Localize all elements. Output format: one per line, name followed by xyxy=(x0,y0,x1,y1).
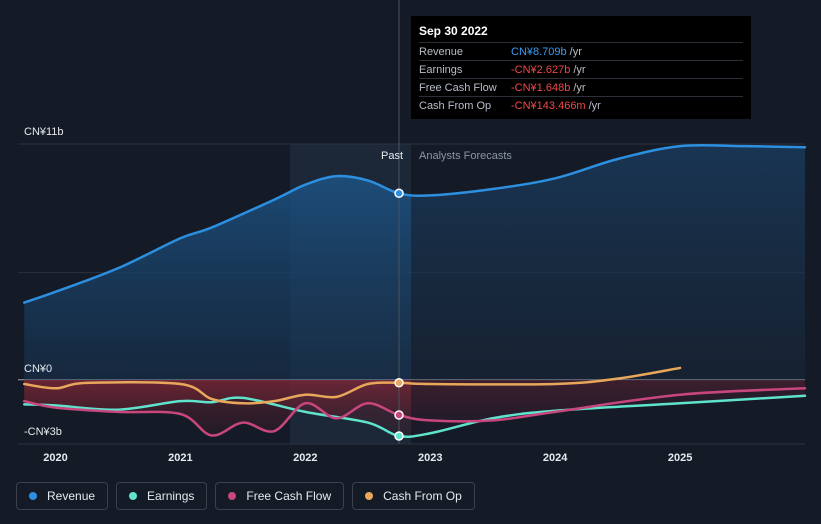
area-fills xyxy=(24,145,805,437)
tooltip-row-value: CN¥8.709b xyxy=(511,45,567,58)
tooltip-row-label: Free Cash Flow xyxy=(419,81,497,94)
revenue-area-past xyxy=(24,176,411,380)
legend-label: Earnings xyxy=(147,489,195,503)
tooltip-row-unit: /yr xyxy=(573,81,586,94)
x-axis-tick-label: 2025 xyxy=(667,452,693,464)
tooltip-row: Free Cash Flow -CN¥1.648b/yr xyxy=(419,78,743,96)
tooltip-row: Cash From Op -CN¥143.466m/yr xyxy=(419,96,743,114)
series-line-cash-from-op xyxy=(22,366,682,405)
negative-area-forecast xyxy=(411,380,805,422)
x-axis-tick-label: 2021 xyxy=(168,452,193,464)
marker-earnings xyxy=(394,431,404,441)
legend-item-earnings[interactable]: Earnings xyxy=(116,482,208,510)
tooltip-row-unit: /yr xyxy=(573,63,586,76)
tooltip-row: Earnings -CN¥2.627b/yr xyxy=(419,60,743,78)
forecast-label: Analysts Forecasts xyxy=(419,150,512,162)
legend-item-cash-from-op[interactable]: Cash From Op xyxy=(352,482,475,510)
x-axis-tick-label: 2020 xyxy=(43,452,68,464)
tooltip: Sep 30 2022 Revenue CN¥8.709b/yr Earnings -… xyxy=(411,16,751,119)
x-axis-tick-label: 2023 xyxy=(417,452,443,464)
legend-dot-icon xyxy=(365,492,374,500)
legend-item-revenue[interactable]: Revenue xyxy=(16,482,109,510)
marker-cash-from-op xyxy=(394,378,404,388)
series-line-earnings xyxy=(22,394,807,439)
x-axis-tick-label: 2024 xyxy=(542,452,568,464)
tooltip-row-label: Cash From Op xyxy=(419,99,492,112)
x-axis-tick-label: 2022 xyxy=(293,452,318,464)
series-markers xyxy=(394,188,404,441)
legend-item-free-cash-flow[interactable]: Free Cash Flow xyxy=(215,482,345,510)
tooltip-row-label: Earnings xyxy=(419,63,463,76)
negative-area-past xyxy=(24,380,411,436)
legend-label: Revenue xyxy=(47,489,96,503)
tooltip-row-label: Revenue xyxy=(419,45,464,58)
tooltip-row-value: -CN¥143.466m xyxy=(511,99,586,112)
tooltip-row-unit: /yr xyxy=(569,45,582,58)
tooltip-date: Sep 30 2022 xyxy=(419,24,488,38)
marker-revenue xyxy=(394,188,404,199)
tooltip-row: Revenue CN¥8.709b/yr xyxy=(419,42,743,60)
series-line-revenue xyxy=(22,143,807,304)
y-axis-label: CN¥11b xyxy=(24,126,64,138)
past-label: Past xyxy=(380,150,403,162)
revenue-area-forecast xyxy=(411,145,805,380)
legend-dot-icon xyxy=(129,492,138,500)
tooltip-row-value: -CN¥2.627b xyxy=(511,63,571,76)
y-axis-label: CN¥0 xyxy=(24,362,53,375)
series-line-free-cash-flow xyxy=(22,387,807,437)
legend-label: Cash From Op xyxy=(383,489,462,503)
series-lines xyxy=(22,143,807,439)
tooltip-row-unit: /yr xyxy=(588,99,601,112)
legend-label: Free Cash Flow xyxy=(246,489,332,503)
legend-dot-icon xyxy=(228,492,237,500)
y-axis-label: -CN¥3b xyxy=(24,426,62,438)
legend-dot-icon xyxy=(29,492,37,500)
legend: Revenue Earnings Free Cash Flow Cash From O… xyxy=(16,482,475,510)
marker-free-cash-flow xyxy=(394,410,404,420)
tooltip-row-value: -CN¥1.648b xyxy=(511,81,571,94)
